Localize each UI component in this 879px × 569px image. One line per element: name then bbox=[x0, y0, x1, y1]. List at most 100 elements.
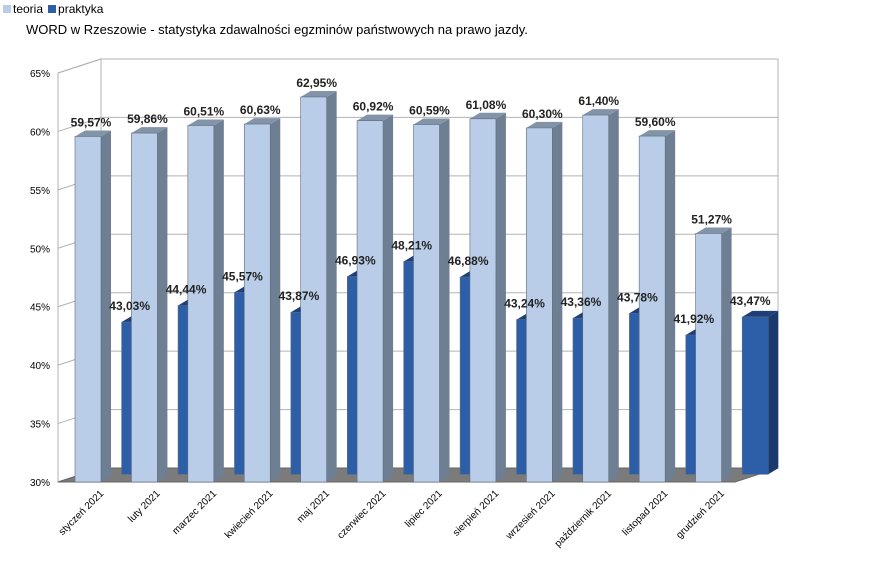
legend-label: teoria bbox=[13, 2, 44, 16]
data-label-praktyka: 41,92% bbox=[673, 312, 714, 326]
x-axis-categories: styczeń 2021 luty 2021 marzec 2021 kwiecień… bbox=[57, 488, 727, 550]
data-label-teoria: 59,86% bbox=[127, 112, 168, 126]
data-label-teoria: 60,30% bbox=[522, 107, 563, 121]
data-label-teoria: 61,08% bbox=[466, 98, 507, 112]
data-label-praktyka: 43,36% bbox=[561, 295, 602, 309]
data-label-praktyka: 43,03% bbox=[109, 299, 150, 313]
y-tick-label: 50% bbox=[30, 244, 50, 255]
bar-front bbox=[582, 114, 610, 483]
bar-front bbox=[638, 135, 666, 483]
y-tick-label: 35% bbox=[30, 420, 50, 431]
bar-top bbox=[526, 121, 563, 128]
bar-side bbox=[665, 130, 676, 483]
data-label-teoria: 62,95% bbox=[296, 76, 337, 90]
data-label-praktyka: 43,47% bbox=[730, 294, 771, 308]
bar-front bbox=[413, 124, 440, 483]
data-label-teoria: 60,51% bbox=[183, 104, 224, 118]
bar-top bbox=[582, 109, 619, 116]
data-label-teoria: 59,57% bbox=[71, 115, 112, 129]
bar-side bbox=[383, 114, 394, 483]
bar-top bbox=[75, 130, 111, 137]
gridline-side bbox=[57, 58, 102, 74]
bar-side bbox=[768, 310, 779, 475]
bar-side bbox=[495, 112, 506, 483]
gridline-side bbox=[57, 116, 102, 132]
bar-front bbox=[74, 136, 102, 483]
bar-teoria-6 bbox=[413, 118, 450, 483]
bar-top bbox=[244, 118, 281, 125]
legend-swatch bbox=[3, 5, 11, 13]
chart-legend: teoria praktyka bbox=[3, 2, 108, 16]
data-label-praktyka: 48,21% bbox=[391, 239, 432, 253]
data-label-praktyka: 43,78% bbox=[617, 290, 658, 304]
bar-teoria-2 bbox=[187, 119, 224, 483]
legend-item-teoria: teoria bbox=[3, 2, 43, 16]
bar-teoria-3 bbox=[243, 118, 281, 483]
bar-front bbox=[526, 127, 553, 483]
data-label-teoria: 61,40% bbox=[578, 94, 619, 108]
chart-title: WORD w Rzeszowie - statystyka zdawalnośc… bbox=[26, 22, 528, 37]
bar-front bbox=[243, 123, 271, 483]
x-category-label: grudzień 2021 bbox=[674, 488, 727, 541]
bar-front bbox=[469, 118, 497, 483]
data-label-praktyka: 46,93% bbox=[335, 253, 376, 267]
y-tick-label: 45% bbox=[30, 303, 50, 314]
data-label-praktyka: 44,44% bbox=[166, 283, 207, 297]
data-label-teoria: 60,63% bbox=[240, 103, 281, 117]
bar-side bbox=[721, 227, 732, 482]
bar-side bbox=[326, 90, 337, 482]
x-category-label: marzec 2021 bbox=[171, 488, 220, 537]
bar-teoria-8 bbox=[526, 121, 563, 483]
bar-teoria-4 bbox=[300, 90, 337, 483]
data-label-praktyka: 43,87% bbox=[279, 289, 320, 303]
y-tick-label: 60% bbox=[30, 127, 50, 138]
y-tick-label: 65% bbox=[30, 69, 50, 80]
y-tick-label: 30% bbox=[30, 478, 50, 489]
bar-side bbox=[552, 121, 563, 483]
bar-teoria-1 bbox=[131, 127, 168, 483]
y-axis-ticks: 30% 35% 40% 45% 50% 55% 60% 65% bbox=[30, 69, 50, 489]
bar-teoria-11 bbox=[695, 227, 732, 483]
x-category-label: maj 2021 bbox=[295, 488, 332, 525]
legend-label: praktyka bbox=[58, 2, 104, 16]
bar-top bbox=[469, 112, 506, 119]
x-category-label: luty 2021 bbox=[126, 488, 163, 525]
x-category-label: wrzesień 2021 bbox=[504, 488, 558, 542]
bars bbox=[74, 90, 779, 483]
bar-top bbox=[639, 130, 676, 137]
legend-swatch bbox=[48, 5, 57, 13]
bar-side bbox=[439, 118, 450, 482]
legend-item-praktyka: praktyka bbox=[48, 2, 103, 16]
bar-side bbox=[608, 109, 619, 482]
data-label-praktyka: 46,88% bbox=[448, 254, 489, 268]
bar-side bbox=[101, 130, 111, 482]
bar-front bbox=[300, 96, 327, 483]
bar-teoria-5 bbox=[356, 114, 394, 483]
x-category-label: lipiec 2021 bbox=[403, 488, 445, 530]
bar-front bbox=[187, 125, 215, 483]
bar-teoria-0 bbox=[74, 130, 111, 483]
data-label-teoria: 59,60% bbox=[635, 115, 676, 129]
bar-top bbox=[357, 114, 394, 121]
data-label-teoria: 60,59% bbox=[409, 104, 450, 118]
bar-front bbox=[131, 132, 158, 483]
bar-top bbox=[131, 127, 168, 134]
bar-front bbox=[741, 316, 769, 475]
data-label-teoria: 60,92% bbox=[353, 100, 394, 114]
data-label-praktyka: 45,57% bbox=[222, 269, 263, 283]
bar-top bbox=[413, 118, 450, 125]
x-category-label: kwiecień 2021 bbox=[223, 488, 276, 541]
y-tick-label: 55% bbox=[30, 186, 50, 197]
data-labels: 59,57% 43,03% 59,86% 44,44% 60,51% 45,57% 60,6… bbox=[71, 76, 771, 326]
bar-teoria-10 bbox=[638, 130, 676, 483]
bar-side bbox=[270, 118, 281, 482]
x-category-label: styczeń 2021 bbox=[57, 488, 107, 538]
x-category-label: sierpień 2021 bbox=[451, 488, 502, 539]
bar-front bbox=[695, 233, 722, 483]
x-category-label: listopad 2021 bbox=[621, 488, 671, 538]
bar-side bbox=[213, 119, 224, 482]
bar-teoria-9 bbox=[582, 109, 619, 483]
y-tick-label: 40% bbox=[30, 361, 50, 372]
data-label-praktyka: 43,24% bbox=[504, 297, 545, 311]
